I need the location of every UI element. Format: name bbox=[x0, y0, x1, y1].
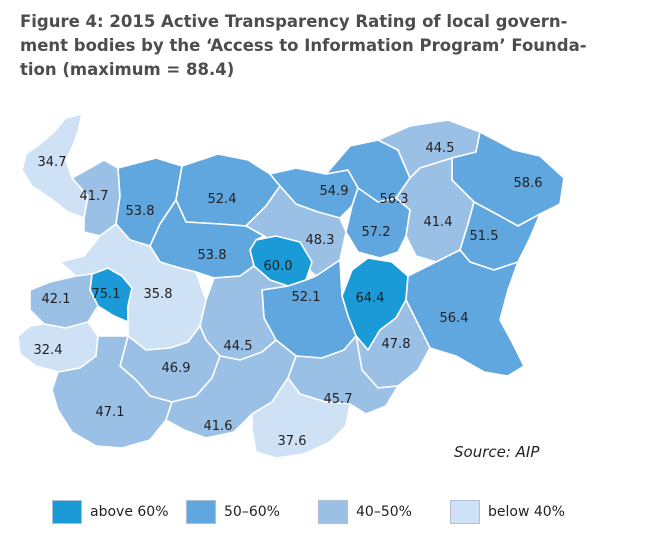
figure-title: Figure 4: 2015 Active Transparency Ratin… bbox=[20, 10, 640, 82]
legend-swatch bbox=[450, 500, 480, 524]
district-value-label: 52.4 bbox=[208, 192, 237, 207]
district-value-label: 37.6 bbox=[278, 434, 307, 449]
district-value-label: 35.8 bbox=[144, 287, 173, 302]
legend-item-above-60: above 60% bbox=[52, 497, 169, 527]
district-26 bbox=[165, 339, 297, 439]
district-value-label: 54.9 bbox=[320, 184, 349, 199]
district-10 bbox=[345, 187, 411, 259]
district-value-label: 46.9 bbox=[162, 361, 191, 376]
district-value-label: 41.7 bbox=[80, 189, 109, 204]
district-value-label: 52.1 bbox=[292, 290, 321, 305]
legend-swatch bbox=[318, 500, 348, 524]
district-value-label: 44.5 bbox=[224, 339, 253, 354]
legend-item-40-50: 40–50% bbox=[318, 497, 412, 527]
legend-label: below 40% bbox=[488, 504, 565, 520]
source-note: Source: AIP bbox=[454, 443, 540, 461]
legend-label: 40–50% bbox=[356, 504, 412, 520]
district-value-label: 47.1 bbox=[96, 405, 125, 420]
district-value-label: 60.0 bbox=[264, 259, 293, 274]
district-value-label: 51.5 bbox=[470, 229, 499, 244]
legend-item-below-40: below 40% bbox=[450, 497, 565, 527]
title-line-2: ment bodies by the ‘Access to Informatio… bbox=[20, 36, 587, 55]
legend-swatch bbox=[186, 500, 216, 524]
district-value-label: 57.2 bbox=[362, 225, 391, 240]
district-0 bbox=[21, 113, 89, 219]
district-value-label: 58.6 bbox=[514, 176, 543, 191]
district-value-label: 48.3 bbox=[306, 233, 335, 248]
district-27 bbox=[251, 377, 351, 459]
district-value-label: 64.4 bbox=[356, 291, 385, 306]
district-value-label: 53.8 bbox=[198, 248, 227, 263]
district-value-label: 56.3 bbox=[380, 192, 409, 207]
title-line-3: tion (maximum = 88.4) bbox=[20, 60, 235, 79]
district-value-label: 41.6 bbox=[204, 419, 233, 434]
title-line-1: Figure 4: 2015 Active Transparency Ratin… bbox=[20, 12, 568, 31]
district-value-label: 53.8 bbox=[126, 204, 155, 219]
district-value-label: 56.4 bbox=[440, 311, 469, 326]
district-value-label: 47.8 bbox=[382, 337, 411, 352]
district-value-label: 34.7 bbox=[38, 155, 67, 170]
district-value-label: 41.4 bbox=[424, 215, 453, 230]
district-value-label: 32.4 bbox=[34, 343, 63, 358]
district-value-label: 44.5 bbox=[426, 141, 455, 156]
district-labels: 34.7 41.7 53.8 52.4 54.9 56.3 44.5 58.6 41.4 51.5… bbox=[34, 141, 543, 449]
district-value-label: 75.1 bbox=[92, 287, 121, 302]
district-value-label: 45.7 bbox=[324, 392, 353, 407]
district-16 bbox=[29, 273, 99, 329]
legend-swatch bbox=[52, 500, 82, 524]
district-value-label: 42.1 bbox=[42, 292, 71, 307]
legend-label: 50–60% bbox=[224, 504, 280, 520]
legend-item-50-60: 50–60% bbox=[186, 497, 280, 527]
legend-label: above 60% bbox=[90, 504, 169, 520]
